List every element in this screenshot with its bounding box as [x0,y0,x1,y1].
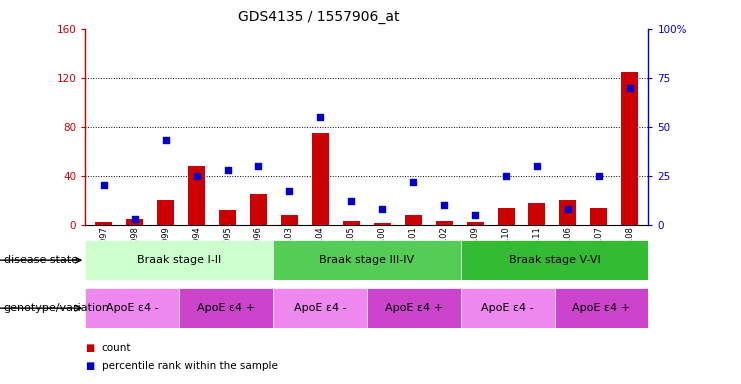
Text: ApoE ε4 +: ApoE ε4 + [573,303,631,313]
Point [314,114,326,120]
Text: Braak stage III-IV: Braak stage III-IV [319,255,414,265]
Bar [281,215,298,225]
Bar [179,288,273,328]
Text: ApoE ε4 -: ApoE ε4 - [106,303,159,313]
Point [500,173,512,179]
Bar [497,207,514,225]
Point [222,167,233,173]
Bar [219,210,236,225]
Text: genotype/variation: genotype/variation [4,303,110,313]
Bar [250,194,267,225]
Point [190,173,202,179]
Text: Braak stage I-II: Braak stage I-II [137,255,222,265]
Bar [126,218,143,225]
Text: ■: ■ [85,361,94,371]
Bar [559,200,576,225]
Point [129,216,141,222]
Bar [157,200,174,225]
Point [438,202,450,208]
Text: Braak stage V-VI: Braak stage V-VI [508,255,600,265]
Bar [85,240,273,280]
Point [160,137,172,144]
Bar [467,222,484,225]
Point [98,182,110,189]
Point [469,212,481,218]
Text: ApoE ε4 -: ApoE ε4 - [293,303,346,313]
Point [531,163,543,169]
Bar [85,288,179,328]
Text: ApoE ε4 -: ApoE ε4 - [481,303,534,313]
Bar [528,203,545,225]
Bar [554,288,648,328]
Text: ApoE ε4 +: ApoE ε4 + [197,303,255,313]
Bar [461,288,554,328]
Text: disease state: disease state [4,255,78,265]
Bar [373,223,391,225]
Bar [273,240,461,280]
Point [376,206,388,212]
Bar [188,166,205,225]
Bar [461,240,648,280]
Point [593,173,605,179]
Point [284,188,296,194]
Point [562,206,574,212]
Bar [312,133,329,225]
Point [408,179,419,185]
Bar [273,288,367,328]
Bar [367,288,461,328]
Text: ApoE ε4 +: ApoE ε4 + [385,303,442,313]
Bar [343,221,360,225]
Bar [405,215,422,225]
Text: count: count [102,343,131,353]
Point [624,84,636,91]
Point [253,163,265,169]
Bar [96,222,113,225]
Text: percentile rank within the sample: percentile rank within the sample [102,361,277,371]
Bar [436,221,453,225]
Text: ■: ■ [85,343,94,353]
Point [345,198,357,204]
Text: GDS4135 / 1557906_at: GDS4135 / 1557906_at [238,10,399,23]
Bar [621,72,638,225]
Bar [591,207,608,225]
